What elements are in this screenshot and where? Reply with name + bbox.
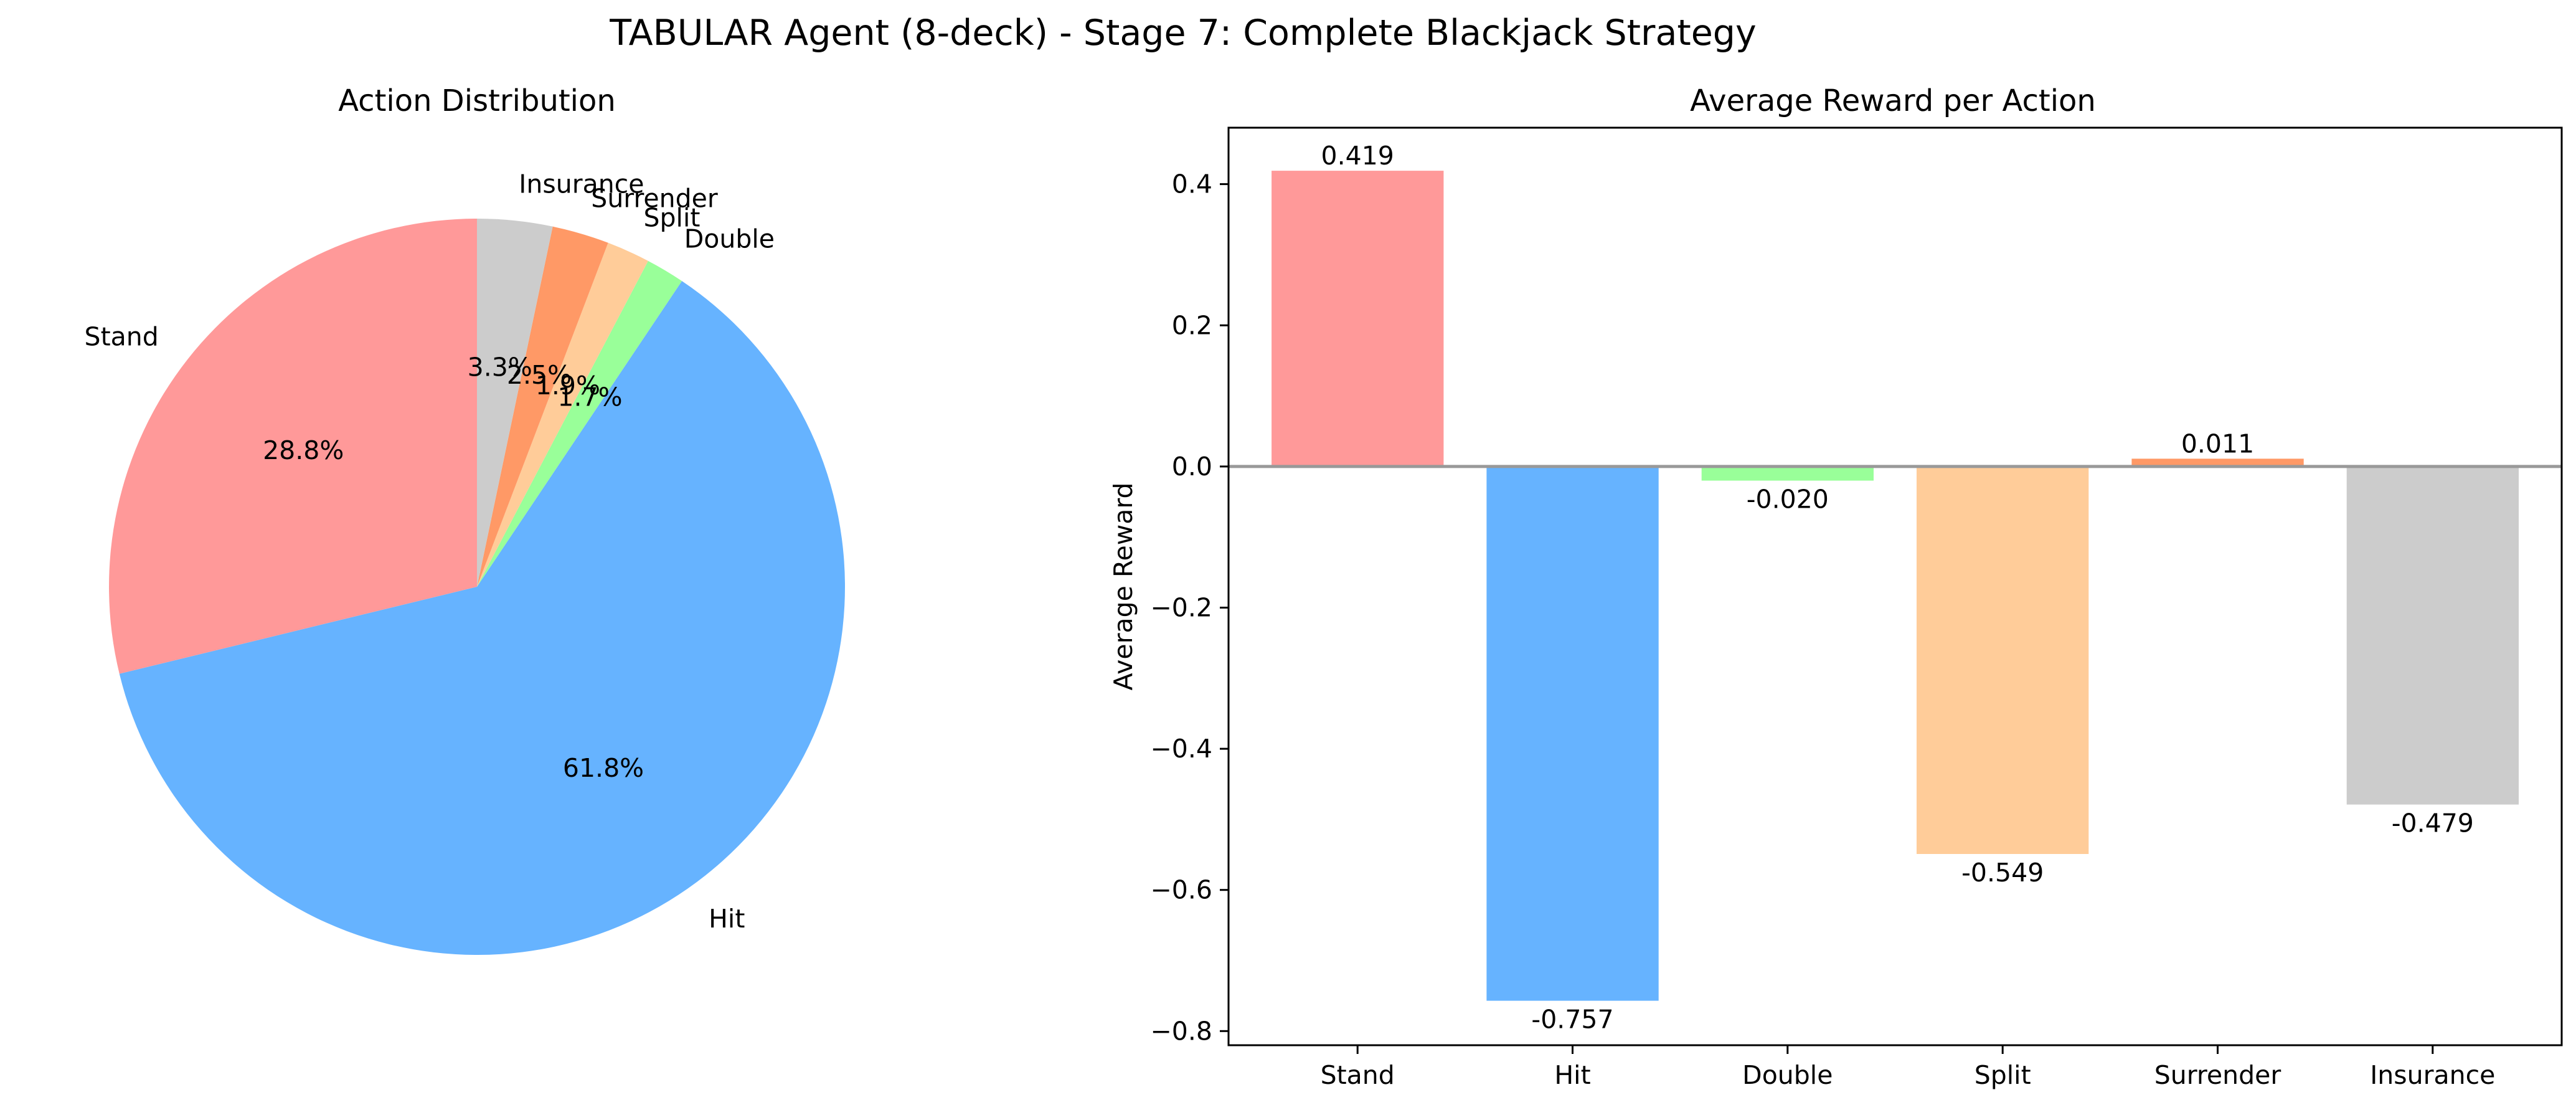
pie-label-surrender: Surrender: [591, 183, 718, 213]
bar-double: [1701, 466, 1874, 481]
pie-label-split: Split: [644, 203, 701, 233]
pie-pct-stand: 28.8%: [263, 435, 344, 465]
x-tick-label-surrender: Surrender: [2154, 1060, 2281, 1090]
y-tick-label: 0.2: [1172, 310, 1212, 340]
pie-label-double: Double: [684, 224, 775, 254]
x-tick-label-split: Split: [1974, 1060, 2031, 1090]
bar-value-label-stand: 0.419: [1321, 141, 1394, 171]
x-tick-label-stand: Stand: [1321, 1060, 1395, 1090]
pie-label-stand: Stand: [85, 321, 159, 351]
y-axis-ticks: 0.4 0.2 0.0 −0.2 −0.4 −0.6 −0.8: [1150, 169, 1229, 1046]
x-tick-label-hit: Hit: [1554, 1060, 1590, 1090]
pie-slice-double: [477, 260, 682, 587]
pie-label-hit: Hit: [709, 904, 745, 934]
bar-surrender: [2131, 458, 2304, 467]
y-tick-label: 0.4: [1172, 169, 1212, 199]
y-tick-label: −0.6: [1150, 875, 1212, 905]
bar-stand: [1271, 171, 1444, 467]
pie-pct-insurance: 3.3%: [468, 352, 532, 382]
pie-slice-stand: [109, 219, 477, 674]
y-axis-label: Average Reward: [1108, 482, 1138, 690]
bar-value-label-surrender: 0.011: [2181, 429, 2254, 458]
pie-slices: [109, 219, 846, 956]
bar-hit: [1486, 466, 1659, 1001]
bar-value-labels: 0.419 -0.757 -0.020 -0.549 0.011 -0.479: [1321, 141, 2474, 1035]
y-tick-label: 0.0: [1172, 452, 1212, 481]
pie-labels: Stand 28.8% Hit 61.8% Double 1.7% Split 1.9% Sur…: [85, 169, 775, 934]
pie-label-insurance: Insurance: [519, 169, 644, 199]
bars: [1271, 171, 2519, 1001]
y-tick-label: −0.2: [1150, 593, 1212, 623]
pie-chart: Action Distribution Stand 28.8% Hit 61.8% Do…: [85, 83, 846, 956]
bar-value-label-split: -0.549: [1961, 858, 2044, 888]
bar-insurance: [2346, 466, 2519, 805]
plot-frame: [1227, 126, 2563, 1046]
pie-pct-hit: 61.8%: [563, 753, 644, 783]
pie-pct-surrender: 2.5%: [507, 360, 572, 390]
pie-slice-surrender: [477, 226, 608, 587]
bar-value-label-double: -0.020: [1747, 485, 1829, 515]
x-tick-label-insurance: Insurance: [2370, 1060, 2495, 1090]
x-axis-ticks: Stand Hit Double Split Surrender Insurance: [1321, 1045, 2495, 1090]
pie-pct-split: 1.9%: [535, 371, 600, 401]
x-tick-label-double: Double: [1742, 1060, 1833, 1090]
pie-slice-split: [477, 242, 648, 587]
y-tick-label: −0.8: [1150, 1016, 1212, 1046]
bar-chart: Average Reward per Action 0.4 0.2 0.0 −0.2 −…: [1108, 83, 2563, 1090]
pie-slice-hit: [119, 281, 846, 956]
bar-value-label-hit: -0.757: [1531, 1005, 1613, 1035]
pie-pct-double: 1.7%: [557, 382, 622, 412]
figure-title: TABULAR Agent (8-deck) - Stage 7: Comple…: [609, 12, 1756, 54]
bar-split: [1917, 466, 2089, 854]
bar-value-label-insurance: -0.479: [2392, 809, 2474, 838]
bar-title: Average Reward per Action: [1690, 83, 2096, 118]
y-tick-label: −0.4: [1150, 734, 1212, 764]
pie-slice-insurance: [477, 219, 553, 587]
pie-title: Action Distribution: [338, 83, 616, 118]
